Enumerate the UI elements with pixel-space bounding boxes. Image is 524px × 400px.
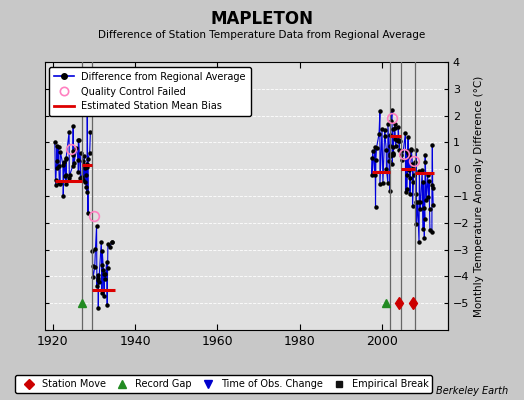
Legend: Difference from Regional Average, Quality Control Failed, Estimated Station Mean: Difference from Regional Average, Qualit… <box>49 67 251 116</box>
Text: Berkeley Earth: Berkeley Earth <box>436 386 508 396</box>
Text: Difference of Station Temperature Data from Regional Average: Difference of Station Temperature Data f… <box>99 30 425 40</box>
Y-axis label: Monthly Temperature Anomaly Difference (°C): Monthly Temperature Anomaly Difference (… <box>474 75 484 317</box>
Legend: Station Move, Record Gap, Time of Obs. Change, Empirical Break: Station Move, Record Gap, Time of Obs. C… <box>15 375 432 393</box>
Text: MAPLETON: MAPLETON <box>211 10 313 28</box>
